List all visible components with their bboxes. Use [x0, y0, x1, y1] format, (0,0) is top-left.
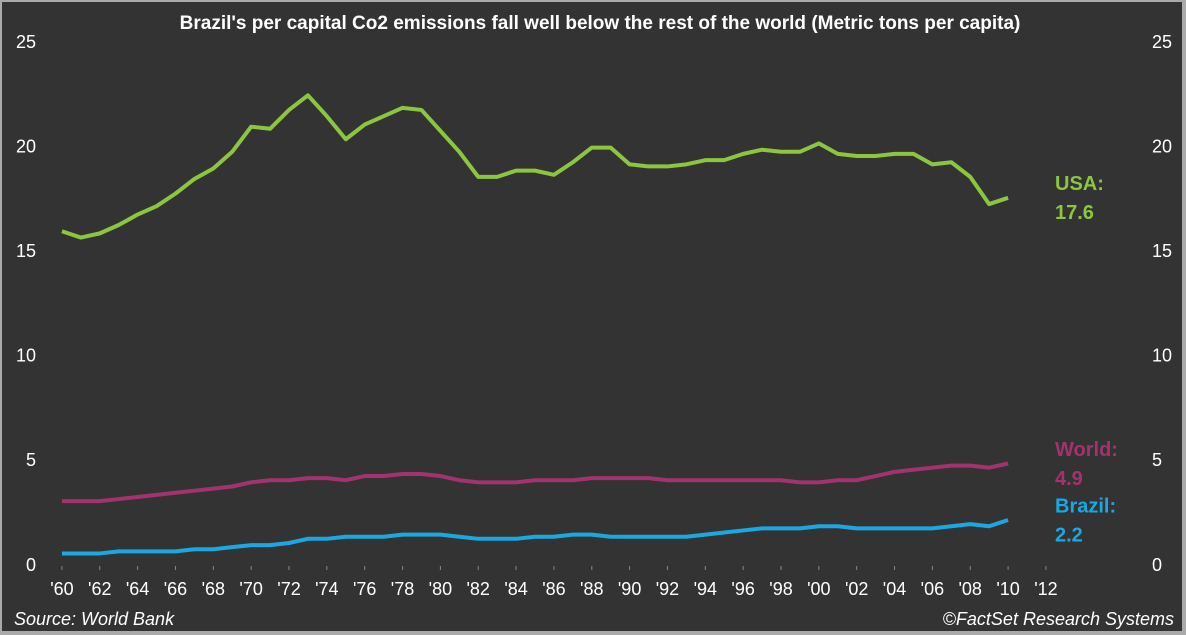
y2-tick-label: 10	[1152, 346, 1172, 366]
x-tick-label: '12	[1034, 579, 1057, 599]
y-tick-label: 10	[16, 346, 36, 366]
y-tick-label: 25	[16, 32, 36, 52]
x-tick-label: '88	[580, 579, 603, 599]
y-tick-label: 5	[26, 450, 36, 470]
x-tick-label: '60	[50, 579, 73, 599]
y2-tick-label: 20	[1152, 136, 1172, 156]
y2-tick-label: 5	[1152, 450, 1162, 470]
y-tick-label: 20	[16, 136, 36, 156]
x-tick-label: '74	[315, 579, 338, 599]
value-label: 4.9	[1055, 468, 1083, 490]
value-label: 2.2	[1055, 524, 1083, 546]
credit: ©FactSet Research Systems	[943, 609, 1174, 629]
chart-title: Brazil's per capital Co2 emissions fall …	[180, 13, 1021, 34]
x-tick-label: '72	[277, 579, 300, 599]
x-tick-label: '98	[769, 579, 792, 599]
series-line	[61, 93, 1009, 240]
x-tick-label: '68	[202, 579, 225, 599]
source: Source: World Bank	[14, 609, 175, 629]
x-tick-label: '82	[466, 579, 489, 599]
series-line	[61, 518, 1009, 556]
x-tick-label: '80	[429, 579, 452, 599]
x-tick-label: '04	[883, 579, 906, 599]
x-tick-label: '76	[353, 579, 376, 599]
series-label: USA:	[1055, 173, 1104, 195]
x-tick-label: '94	[694, 579, 717, 599]
y2-tick-label: 0	[1152, 555, 1162, 575]
y-tick-label: 15	[16, 241, 36, 261]
x-tick-label: '70	[239, 579, 262, 599]
series-line	[61, 461, 1009, 504]
x-tick-label: '10	[996, 579, 1019, 599]
x-tick-label: '08	[958, 579, 981, 599]
x-tick-label: '92	[656, 579, 679, 599]
x-tick-label: '66	[164, 579, 187, 599]
x-tick-label: '86	[542, 579, 565, 599]
y2-tick-label: 15	[1152, 241, 1172, 261]
x-tick-label: '78	[391, 579, 414, 599]
x-tick-label: '00	[807, 579, 830, 599]
y-tick-label: 0	[26, 555, 36, 575]
x-tick-label: '06	[921, 579, 944, 599]
series-label: Brazil:	[1055, 495, 1116, 517]
value-label: 17.6	[1055, 202, 1094, 224]
x-tick-label: '96	[731, 579, 754, 599]
x-tick-label: '64	[126, 579, 149, 599]
series-label: World:	[1055, 439, 1118, 461]
x-tick-label: '90	[618, 579, 641, 599]
y2-tick-label: 25	[1152, 32, 1172, 52]
x-tick-label: '84	[504, 579, 527, 599]
x-tick-label: '62	[88, 579, 111, 599]
x-tick-label: '02	[845, 579, 868, 599]
